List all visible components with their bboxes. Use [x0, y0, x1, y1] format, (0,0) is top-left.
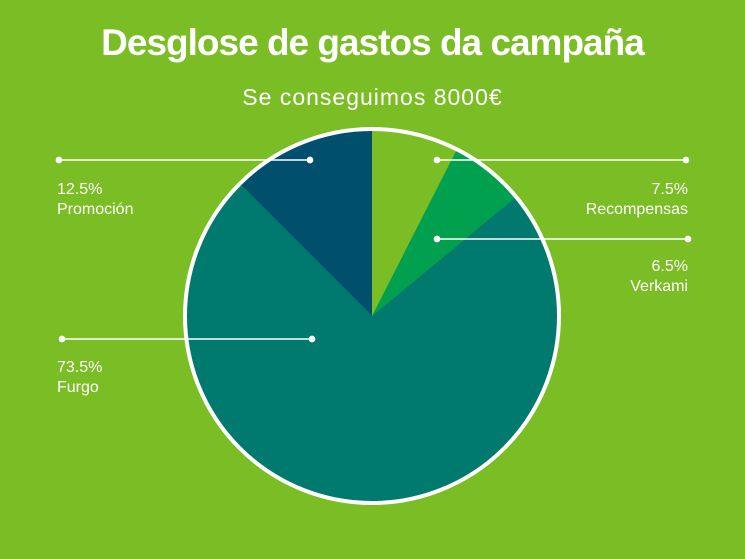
- label-recompensas-value: 7.5%: [651, 181, 688, 198]
- leader-dot-promocion-2: [306, 156, 314, 164]
- pie-slice-recompensas: [372, 129, 457, 316]
- leader-dot-furgo-2: [308, 335, 316, 343]
- label-verkami-name: Verkami: [630, 278, 688, 295]
- label-recompensas: 7.5% Recompensas: [586, 180, 688, 220]
- label-recompensas-name: Recompensas: [585, 201, 688, 218]
- pie-slice-furgo: [185, 183, 560, 503]
- pie-outline: [183, 127, 561, 505]
- label-verkami-value: 6.5%: [651, 258, 688, 275]
- leader-dot-recompensas-1: [433, 156, 441, 164]
- leader-dot-verkami-1: [433, 235, 441, 243]
- label-furgo: 73.5% Furgo: [57, 358, 102, 398]
- chart-title: Desglose de gastos da campaña: [101, 22, 645, 63]
- label-promocion-value: 12.5%: [57, 181, 103, 198]
- leader-dot-recompensas-2: [682, 156, 690, 164]
- label-promocion-name: Promoción: [57, 201, 134, 218]
- leader-dot-furgo-1: [58, 335, 66, 343]
- label-verkami: 6.5% Verkami: [630, 257, 688, 297]
- label-furgo-name: Furgo: [57, 379, 99, 396]
- label-furgo-value: 73.5%: [57, 359, 103, 376]
- leader-dot-verkami-2: [684, 235, 692, 243]
- pie-slice-promocion: [239, 129, 372, 316]
- chart-subtitle: Se conseguimos 8000€: [242, 84, 503, 110]
- pie-slice-verkami: [372, 149, 517, 316]
- leader-dot-promocion-1: [55, 156, 63, 164]
- label-promocion: 12.5% Promoción: [57, 180, 133, 220]
